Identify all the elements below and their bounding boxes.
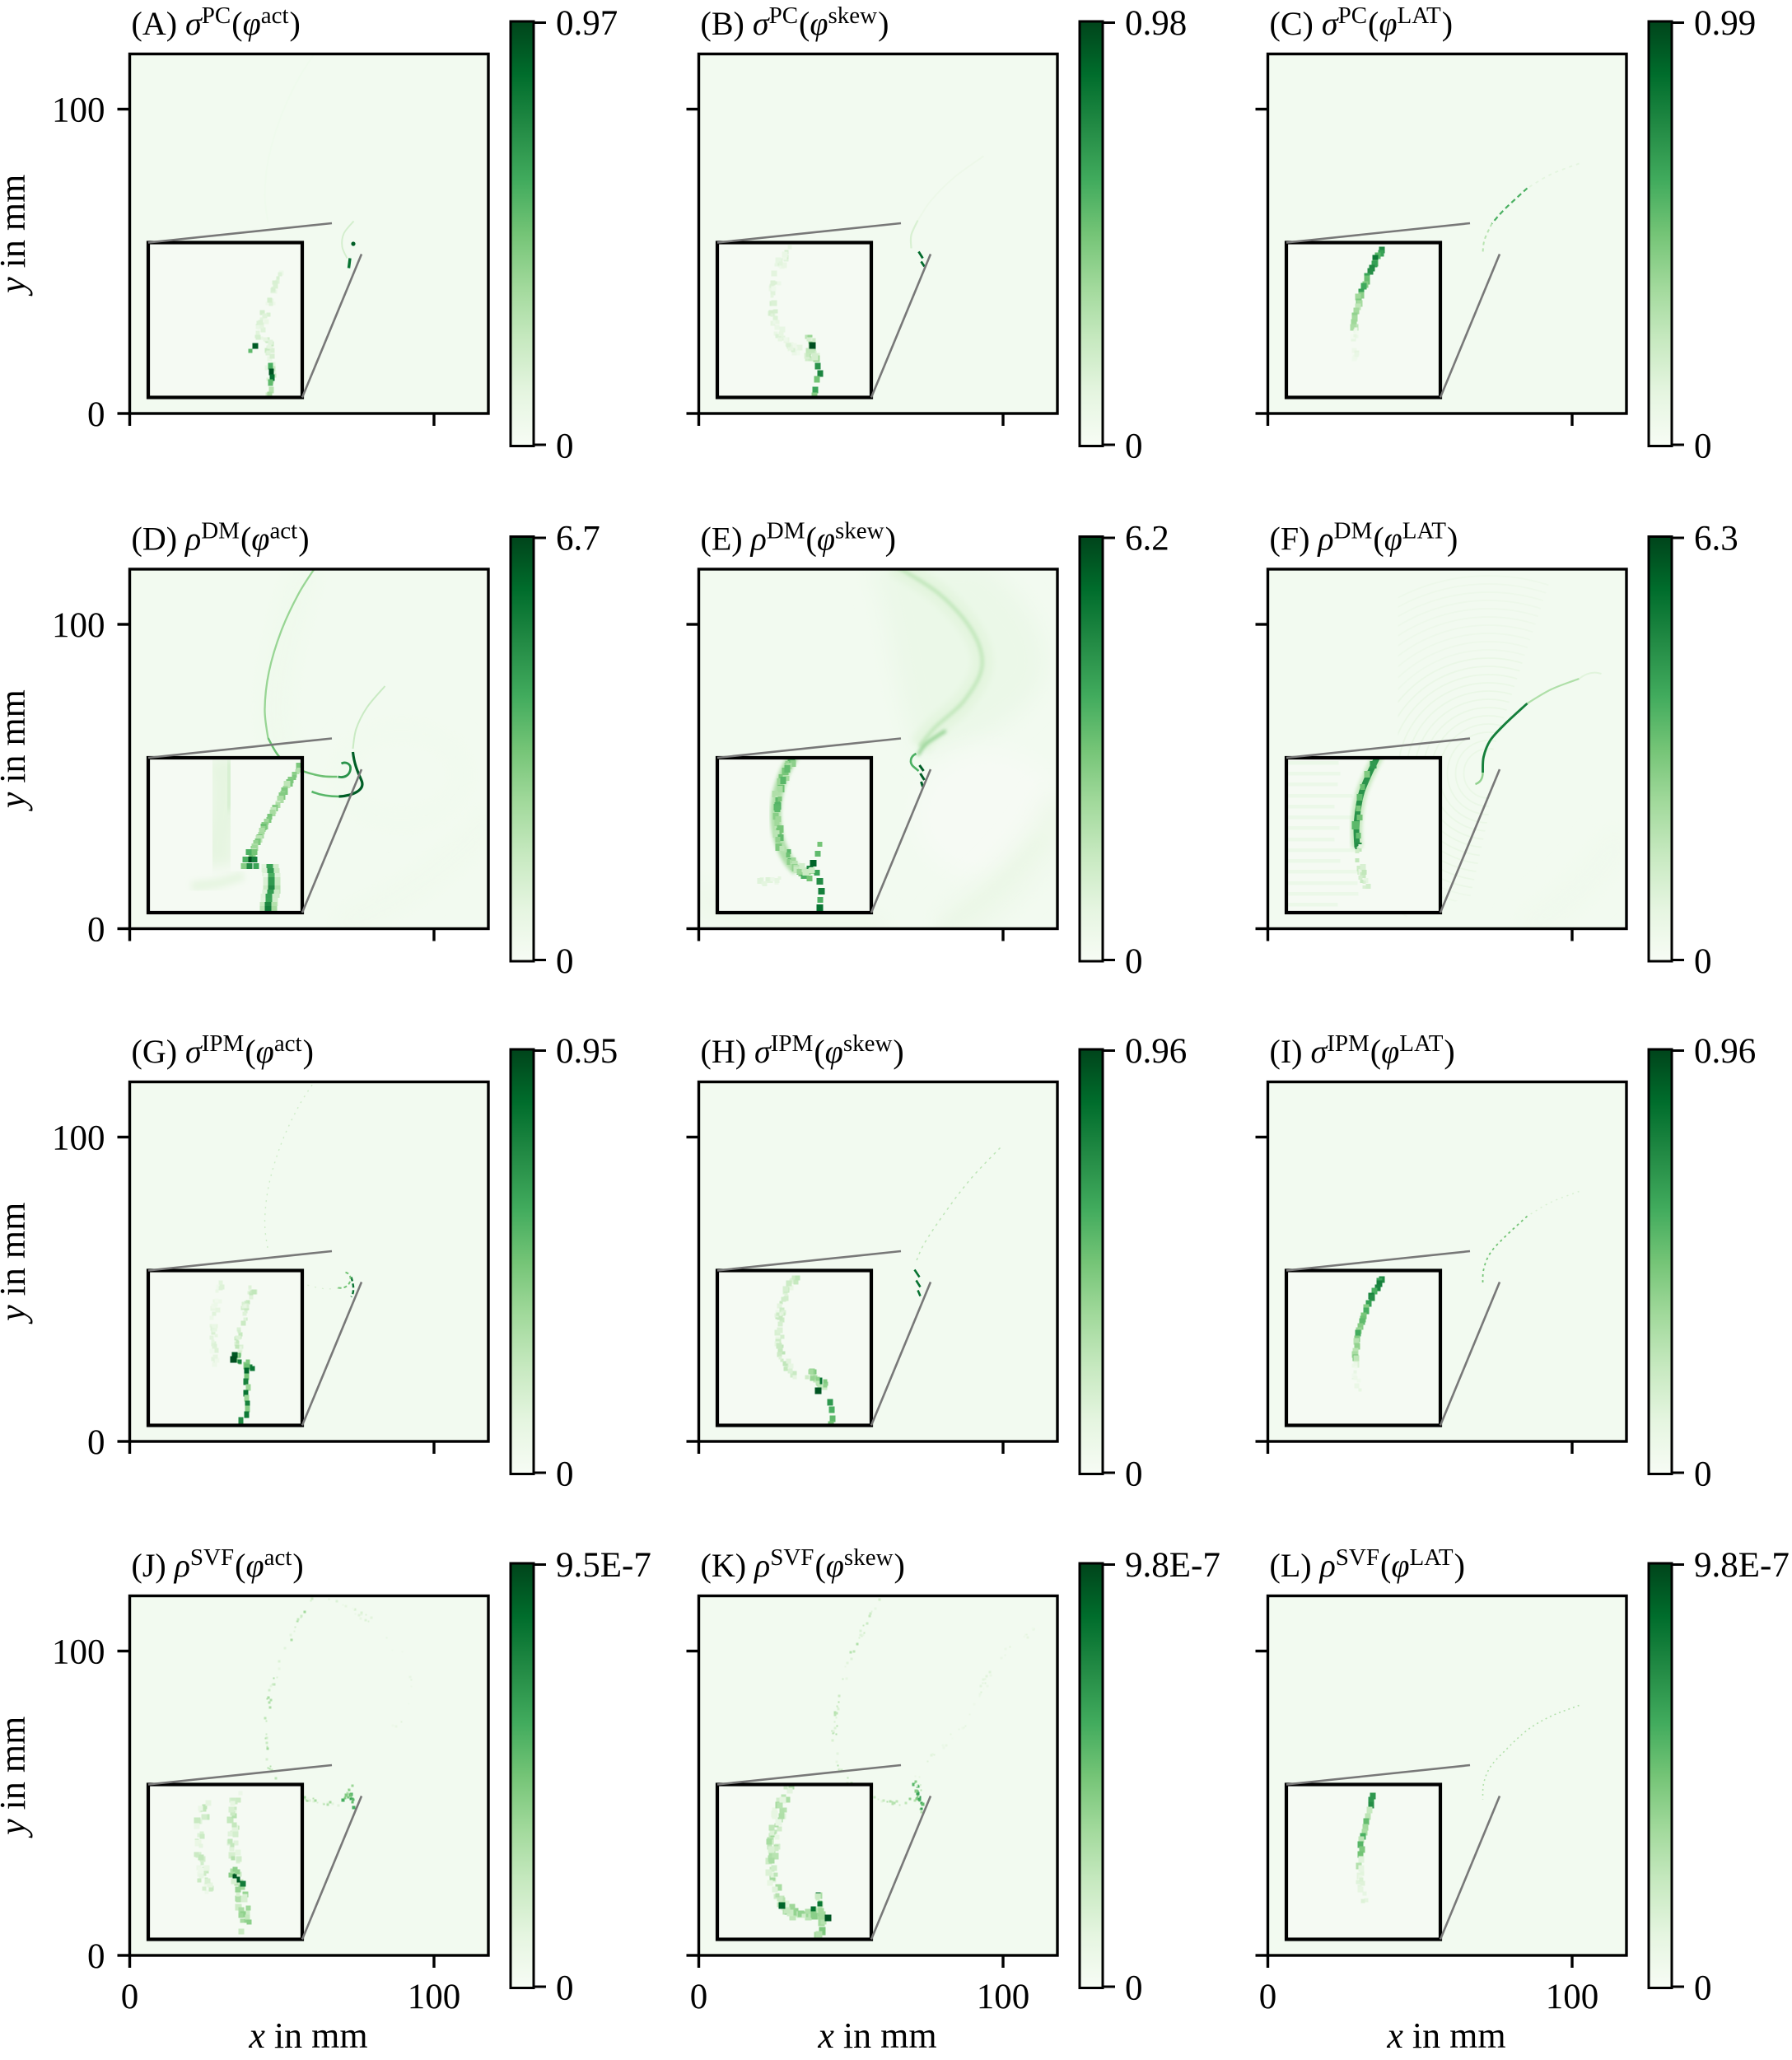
svg-text:0: 0 (1125, 1455, 1143, 1494)
svg-text:100: 100 (52, 606, 105, 645)
svg-text:x in mm: x in mm (1386, 2016, 1505, 2056)
svg-text:0.96: 0.96 (1694, 1032, 1756, 1071)
svg-text:0: 0 (1694, 942, 1712, 981)
svg-text:(A) σPC(φact): (A) σPC(φact) (132, 2, 301, 42)
svg-text:0: 0 (1125, 427, 1143, 466)
svg-text:(I) σIPM(φLAT): (I) σIPM(φLAT) (1270, 1030, 1455, 1070)
svg-text:0.95: 0.95 (556, 1032, 618, 1071)
svg-text:y in mm: y in mm (0, 1717, 33, 1838)
svg-text:100: 100 (1546, 1978, 1599, 2016)
svg-text:100: 100 (52, 1119, 105, 1158)
svg-text:100: 100 (52, 1633, 105, 1672)
svg-text:6.3: 6.3 (1694, 520, 1738, 558)
svg-text:x in mm: x in mm (248, 2016, 367, 2056)
svg-text:0: 0 (1694, 427, 1712, 466)
svg-text:y in mm: y in mm (0, 1203, 33, 1324)
svg-text:100: 100 (977, 1978, 1030, 2016)
svg-text:0: 0 (121, 1978, 139, 2016)
svg-text:y in mm: y in mm (0, 175, 33, 297)
svg-text:0: 0 (87, 1423, 105, 1462)
svg-text:6.2: 6.2 (1125, 520, 1169, 558)
svg-text:0.96: 0.96 (1125, 1032, 1187, 1071)
svg-text:0: 0 (1259, 1978, 1277, 2016)
svg-text:0: 0 (87, 1937, 105, 1976)
svg-text:x in mm: x in mm (817, 2016, 936, 2056)
svg-text:0.97: 0.97 (556, 4, 618, 43)
svg-text:0: 0 (1694, 1969, 1712, 2008)
svg-text:100: 100 (52, 91, 105, 130)
svg-text:0: 0 (87, 395, 105, 434)
svg-text:0: 0 (556, 942, 574, 981)
svg-text:0: 0 (1125, 942, 1143, 981)
svg-text:(L) ρSVF(φLAT): (L) ρSVF(φLAT) (1270, 1544, 1465, 1584)
svg-text:0.99: 0.99 (1694, 4, 1756, 43)
svg-text:0: 0 (87, 911, 105, 950)
svg-text:9.8E-7: 9.8E-7 (1694, 1546, 1790, 1585)
svg-text:0: 0 (1125, 1969, 1143, 2008)
svg-text:0: 0 (556, 427, 574, 466)
svg-text:0.98: 0.98 (1125, 4, 1187, 43)
svg-text:0: 0 (1694, 1455, 1712, 1494)
svg-text:100: 100 (408, 1978, 461, 2016)
svg-text:9.5E-7: 9.5E-7 (556, 1546, 651, 1585)
svg-text:0: 0 (556, 1969, 574, 2008)
svg-text:0: 0 (690, 1978, 708, 2016)
svg-text:y in mm: y in mm (0, 689, 33, 811)
svg-text:0: 0 (556, 1455, 574, 1494)
svg-text:9.8E-7: 9.8E-7 (1125, 1546, 1220, 1585)
svg-text:6.7: 6.7 (556, 520, 600, 558)
